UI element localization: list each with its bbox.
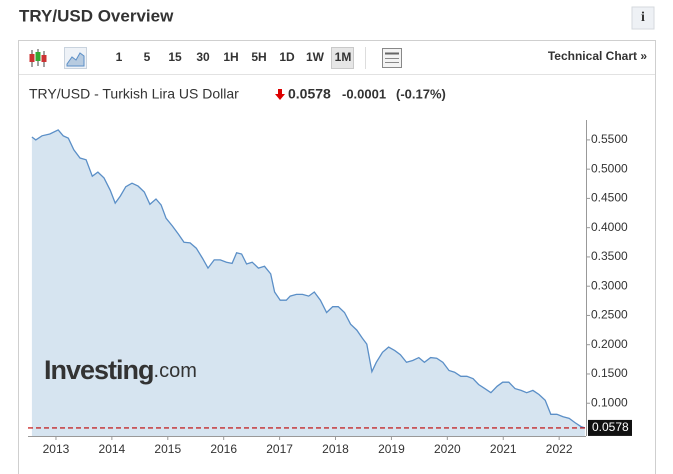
interval-button[interactable]: 1H [223, 50, 238, 64]
y-tick-label: 0.1000 [591, 395, 628, 409]
current-price-label: 0.0578 [592, 420, 629, 434]
widget-title: TRY/USD Overview [19, 6, 174, 25]
watermark: Investing.com [44, 355, 197, 385]
interval-button[interactable]: 1M [335, 50, 352, 64]
watermark-suffix: .com [154, 360, 197, 382]
active-interval-box [331, 47, 354, 69]
x-tick-label: 2017 [266, 442, 293, 456]
area-fill [31, 129, 585, 436]
quote-change: -0.0001 [342, 86, 386, 101]
interval-button[interactable]: 5 [144, 50, 151, 64]
x-tick-label: 2014 [99, 442, 126, 456]
y-tick-label: 0.3500 [591, 249, 628, 263]
interval-button[interactable]: 1W [306, 50, 325, 64]
y-tick-label: 0.4000 [591, 220, 628, 234]
info-icon[interactable]: i [641, 10, 645, 25]
y-tick-label: 0.1500 [591, 366, 628, 380]
y-tick-label: 0.4500 [591, 191, 628, 205]
y-tick-label: 0.5000 [591, 161, 628, 175]
x-tick-label: 2021 [490, 442, 517, 456]
interval-button[interactable]: 1D [279, 50, 295, 64]
info-button[interactable] [631, 6, 655, 30]
x-tick-label: 2019 [378, 442, 405, 456]
price-line [31, 129, 586, 429]
interval-button[interactable]: 1 [116, 50, 123, 64]
x-tick-label: 2020 [434, 442, 461, 456]
interval-button[interactable]: 5H [251, 50, 266, 64]
quote-last: 0.0578 [288, 86, 331, 102]
x-tick-label: 2013 [43, 442, 70, 456]
line-chart-icon[interactable] [64, 47, 87, 69]
quote-change-pct: (-0.17%) [396, 86, 446, 101]
watermark-brand: Investing [44, 355, 154, 385]
x-tick-label: 2016 [210, 442, 237, 456]
x-tick-label: 2018 [322, 442, 349, 456]
interval-button[interactable]: 30 [196, 50, 210, 64]
down-arrow [275, 89, 285, 100]
quote-name: TRY/USD - Turkish Lira US Dollar [29, 86, 239, 102]
table-icon[interactable] [382, 48, 402, 68]
y-tick-label: 0.5500 [591, 132, 628, 146]
y-tick-label: 0.2000 [591, 337, 628, 351]
x-tick-label: 2022 [546, 442, 573, 456]
y-tick-label: 0.2500 [591, 308, 628, 322]
technical-chart-link[interactable]: Technical Chart » [548, 49, 647, 63]
candle-icon[interactable] [29, 49, 47, 67]
x-tick-label: 2015 [154, 442, 181, 456]
y-tick-label: 0.3000 [591, 278, 628, 292]
current-price-box [588, 419, 632, 436]
interval-button[interactable]: 15 [168, 50, 182, 64]
